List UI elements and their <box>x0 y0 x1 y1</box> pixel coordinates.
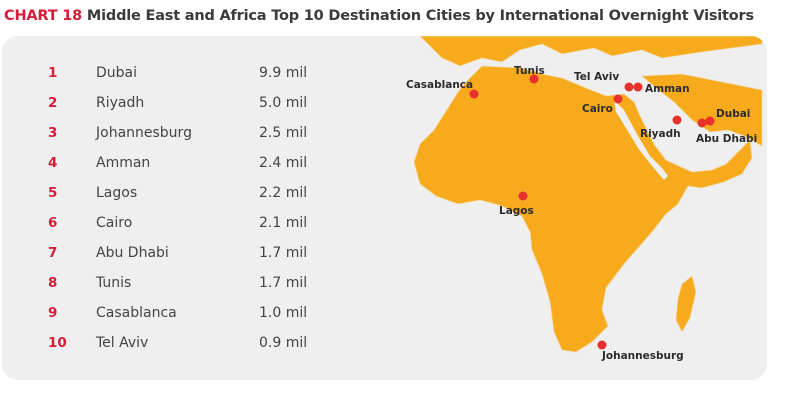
visitor-count: 2.5 mil <box>259 125 308 141</box>
map-label-cairo: Cairo <box>582 103 613 115</box>
table-row: 10 Tel Aviv 0.9 mil <box>2 335 322 357</box>
city-name: Lagos <box>96 185 138 201</box>
map-label-dubai: Dubai <box>716 108 750 120</box>
visitor-count: 2.4 mil <box>259 155 308 171</box>
marker-tel-aviv <box>624 82 634 92</box>
marker-dubai <box>705 116 715 126</box>
marker-johannesburg <box>597 340 607 350</box>
marker-lagos <box>518 191 528 201</box>
visitor-count: 9.9 mil <box>259 65 308 81</box>
visitor-count: 5.0 mil <box>259 95 308 111</box>
city-name: Johannesburg <box>96 125 192 141</box>
visitor-count: 0.9 mil <box>259 335 308 351</box>
europe-landmass <box>419 36 763 67</box>
marker-tunis <box>529 74 539 84</box>
iran-landmass <box>640 73 763 147</box>
table-row: 7 Abu Dhabi 1.7 mil <box>2 245 322 267</box>
map-label-lagos: Lagos <box>499 205 534 217</box>
africa-middle-east-map: Casablanca Tunis Tel Aviv Amman Cairo Riyadh D… <box>406 36 763 362</box>
visitor-count: 2.2 mil <box>259 185 308 201</box>
city-name: Cairo <box>96 215 133 231</box>
marker-casablanca <box>469 89 479 99</box>
map-label-johannesburg: Johannesburg <box>601 350 684 362</box>
map-label-casablanca: Casablanca <box>406 79 473 91</box>
chart-number: CHART 18 <box>4 8 83 24</box>
city-name: Abu Dhabi <box>96 245 169 261</box>
visitor-count: 2.1 mil <box>259 215 308 231</box>
visitor-count: 1.7 mil <box>259 275 308 291</box>
marker-abu-dhabi <box>697 118 707 128</box>
rank-number: 7 <box>48 245 58 261</box>
city-name: Amman <box>96 155 151 171</box>
africa-landmass <box>413 65 753 353</box>
marker-cairo <box>613 94 623 104</box>
table-row: 2 Riyadh 5.0 mil <box>2 95 322 117</box>
chart-title: CHART 18 Middle East and Africa Top 10 D… <box>4 8 754 24</box>
rank-number: 3 <box>48 125 58 141</box>
rank-number: 5 <box>48 185 58 201</box>
rank-number: 10 <box>48 335 67 351</box>
rank-number: 2 <box>48 95 58 111</box>
table-row: 5 Lagos 2.2 mil <box>2 185 322 207</box>
rank-number: 6 <box>48 215 58 231</box>
red-sea <box>614 100 668 180</box>
map-label-tel-aviv: Tel Aviv <box>574 71 619 83</box>
visitor-count: 1.7 mil <box>259 245 308 261</box>
city-name: Tunis <box>96 275 132 291</box>
table-row: 8 Tunis 1.7 mil <box>2 275 322 297</box>
map-label-amman: Amman <box>645 83 690 95</box>
table-row: 1 Dubai 9.9 mil <box>2 65 322 87</box>
madagascar-landmass <box>675 275 697 333</box>
table-row: 4 Amman 2.4 mil <box>2 155 322 177</box>
city-name: Tel Aviv <box>96 335 149 351</box>
table-row: 9 Casablanca 1.0 mil <box>2 305 322 327</box>
map-label-tunis: Tunis <box>514 65 545 77</box>
chart-title-text: Middle East and Africa Top 10 Destinatio… <box>86 8 754 24</box>
visitor-count: 1.0 mil <box>259 305 308 321</box>
chart-panel: Casablanca Tunis Tel Aviv Amman Cairo Riyadh D… <box>2 36 767 380</box>
map-label-abu-dhabi: Abu Dhabi <box>696 133 757 145</box>
rank-number: 1 <box>48 65 58 81</box>
city-name: Casablanca <box>96 305 177 321</box>
marker-amman <box>633 82 643 92</box>
persian-gulf <box>678 122 714 148</box>
table-row: 3 Johannesburg 2.5 mil <box>2 125 322 147</box>
rank-number: 4 <box>48 155 58 171</box>
city-name: Dubai <box>96 65 138 81</box>
marker-riyadh <box>672 115 682 125</box>
rank-number: 9 <box>48 305 58 321</box>
city-name: Riyadh <box>96 95 145 111</box>
table-row: 6 Cairo 2.1 mil <box>2 215 322 237</box>
map-label-riyadh: Riyadh <box>640 128 681 140</box>
rank-number: 8 <box>48 275 58 291</box>
